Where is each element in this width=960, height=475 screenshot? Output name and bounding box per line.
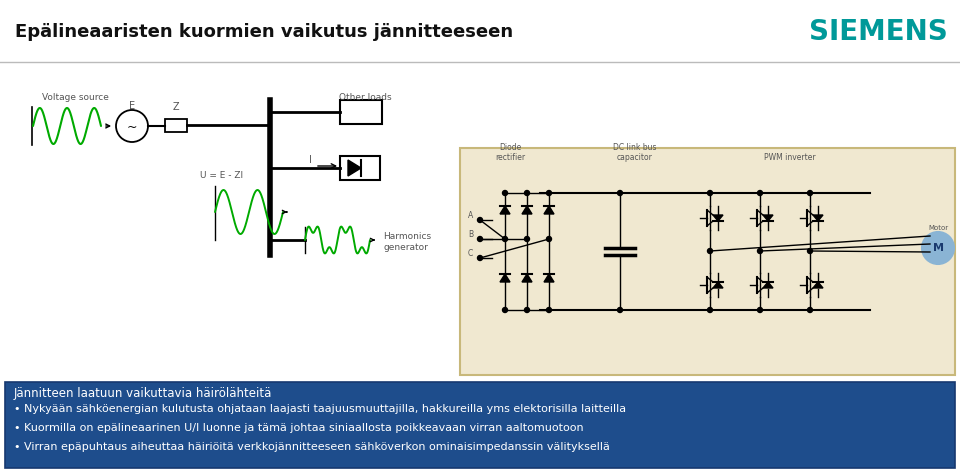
Text: C: C <box>468 249 473 258</box>
Circle shape <box>807 248 812 254</box>
Bar <box>340 156 380 180</box>
Bar <box>340 100 382 124</box>
Circle shape <box>502 237 508 241</box>
Bar <box>5 382 955 468</box>
Polygon shape <box>813 215 823 221</box>
Text: A: A <box>468 211 473 220</box>
Text: Epälineaaristen kuormien vaikutus jännitteeseen: Epälineaaristen kuormien vaikutus jännit… <box>15 23 514 41</box>
Circle shape <box>617 190 622 196</box>
Text: E: E <box>129 101 135 111</box>
Circle shape <box>708 307 712 313</box>
Bar <box>165 119 187 132</box>
Text: • Kuormilla on epälineaarinen U/I luonne ja tämä johtaa siniaallosta poikkeavaan: • Kuormilla on epälineaarinen U/I luonne… <box>14 423 584 433</box>
Polygon shape <box>713 282 723 288</box>
Text: B: B <box>468 230 473 239</box>
Circle shape <box>807 190 812 196</box>
Text: Diode
rectifier: Diode rectifier <box>495 142 525 162</box>
Text: PWM inverter: PWM inverter <box>764 153 816 162</box>
Text: U = E - ZI: U = E - ZI <box>200 171 243 180</box>
Text: I: I <box>308 155 311 165</box>
Polygon shape <box>544 274 554 282</box>
Circle shape <box>477 237 483 241</box>
Circle shape <box>807 307 812 313</box>
Circle shape <box>617 307 622 313</box>
Text: DC link bus
capacitor: DC link bus capacitor <box>613 142 657 162</box>
Circle shape <box>546 237 551 241</box>
Text: ~: ~ <box>127 121 137 133</box>
Circle shape <box>524 190 530 196</box>
Circle shape <box>502 307 508 313</box>
Text: Harmonics
generator: Harmonics generator <box>383 232 431 252</box>
Polygon shape <box>348 160 361 176</box>
Polygon shape <box>763 215 773 221</box>
Circle shape <box>502 190 508 196</box>
Text: • Nykyään sähköenergian kulutusta ohjataan laajasti taajuusmuuttajilla, hakkurei: • Nykyään sähköenergian kulutusta ohjata… <box>14 404 626 414</box>
Text: Z: Z <box>173 102 180 112</box>
Circle shape <box>477 256 483 260</box>
Polygon shape <box>763 282 773 288</box>
Text: M: M <box>932 243 944 253</box>
Text: Jännitteen laatuun vaikuttavia häirölähteitä: Jännitteen laatuun vaikuttavia häiröläht… <box>14 388 273 400</box>
Circle shape <box>757 307 762 313</box>
Circle shape <box>922 232 954 264</box>
Text: Voltage source: Voltage source <box>41 93 108 102</box>
Text: Motor: Motor <box>928 225 948 231</box>
Text: Other loads: Other loads <box>339 93 392 102</box>
Circle shape <box>524 237 530 241</box>
Polygon shape <box>544 206 554 214</box>
Polygon shape <box>813 282 823 288</box>
Circle shape <box>477 218 483 222</box>
Circle shape <box>757 248 762 254</box>
Bar <box>460 148 955 375</box>
Polygon shape <box>522 206 532 214</box>
Polygon shape <box>500 206 510 214</box>
Polygon shape <box>713 215 723 221</box>
Text: SIEMENS: SIEMENS <box>809 18 948 46</box>
Text: • Virran epäpuhtaus aiheuttaa häiriöitä verkkojännitteeseen sähköverkon ominaisi: • Virran epäpuhtaus aiheuttaa häiriöitä … <box>14 442 610 452</box>
Polygon shape <box>522 274 532 282</box>
Polygon shape <box>500 274 510 282</box>
Circle shape <box>546 307 551 313</box>
Circle shape <box>708 190 712 196</box>
Circle shape <box>757 190 762 196</box>
Circle shape <box>708 248 712 254</box>
Circle shape <box>546 190 551 196</box>
Circle shape <box>524 307 530 313</box>
